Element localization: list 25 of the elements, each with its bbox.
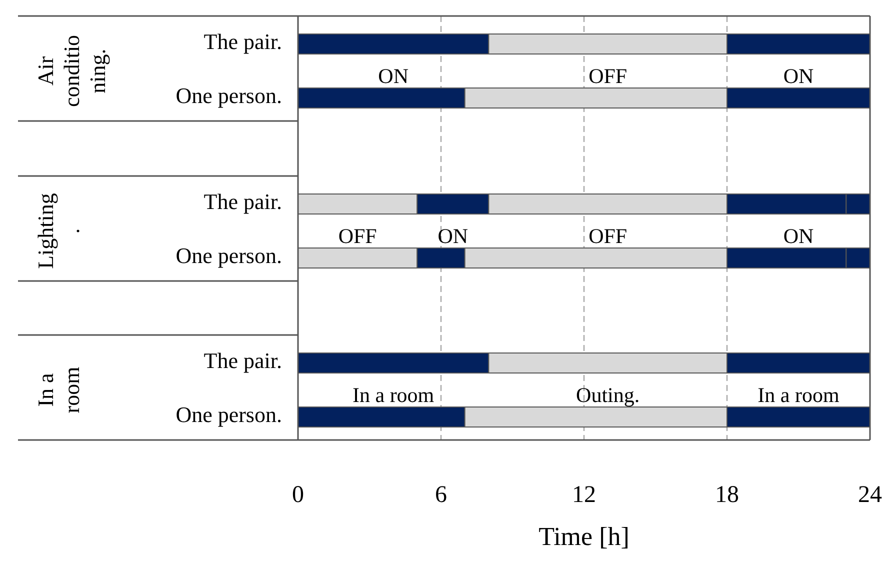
annotation: ON (783, 224, 814, 248)
y-tick-label: The pair. (204, 29, 282, 54)
annotation: OFF (588, 64, 628, 88)
annotation: Outing. (576, 382, 640, 407)
y-tick-label: One person. (176, 243, 282, 268)
annotation: In a room (758, 382, 840, 407)
y-tick-label: One person. (176, 83, 282, 108)
x-tick-label: 24 (858, 482, 882, 508)
y-tick-label: One person. (176, 402, 282, 428)
x-tick-label: 18 (715, 482, 739, 508)
annotation: ON (378, 64, 409, 88)
text: In a room (352, 382, 434, 407)
text: Lighting. (33, 193, 84, 269)
x-tick-label: 12 (572, 482, 596, 508)
y-tick-label: The pair. (204, 189, 282, 214)
x-tick-label: 0 (292, 482, 304, 508)
text: Air conditioning. (33, 34, 110, 108)
x-tick-label: 6 (435, 482, 447, 508)
annotation: ON (783, 64, 814, 88)
y-tick-label: The pair. (204, 348, 282, 374)
x-axis-title: Time [h] (538, 522, 630, 551)
annotation: ON (438, 224, 468, 248)
text: In a room (33, 366, 84, 414)
annotation: OFF (588, 224, 628, 248)
annotation: OFF (338, 224, 377, 248)
